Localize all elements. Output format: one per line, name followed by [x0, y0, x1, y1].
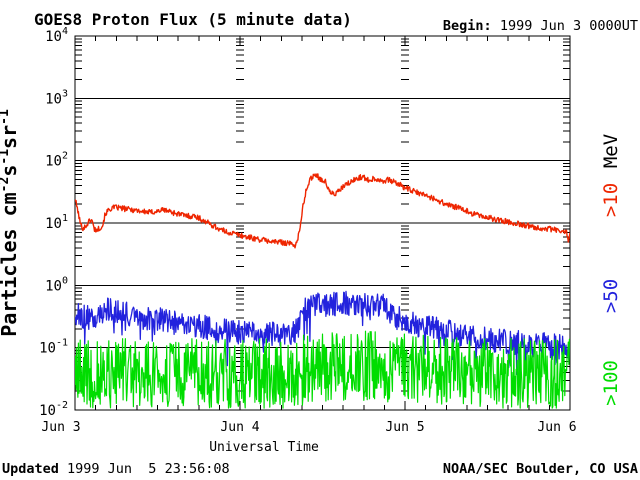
updated-label-value: 1999 Jun 5 23:56:08	[59, 461, 230, 477]
x-axis-title: Universal Time	[209, 440, 319, 455]
updated-label-prefix: Updated	[2, 461, 59, 477]
y-axis-title: Particles cm-2s-1sr-1	[0, 109, 21, 337]
legend-label-10: >10	[600, 183, 622, 217]
y-tick-label: 103	[45, 88, 68, 107]
legend-label-100: >100	[600, 360, 622, 406]
credit-label: NOAA/SEC Boulder, CO USA	[443, 461, 638, 477]
x-tick-label: Jun 3	[41, 420, 80, 435]
x-tick-label: Jun 4	[220, 420, 259, 435]
x-tick-label: Jun 5	[385, 420, 424, 435]
series-line-100mev	[75, 330, 570, 409]
y-tick-label: 100	[45, 275, 68, 294]
plot-border	[74, 35, 571, 411]
series-line-10mev	[75, 173, 570, 249]
series-line-50mev	[75, 290, 570, 376]
legend-label-50: >50	[600, 279, 622, 313]
y-tick-label: 101	[45, 213, 68, 232]
x-tick-label: Jun 6	[537, 420, 576, 435]
updated-label: Updated 1999 Jun 5 23:56:08	[2, 461, 230, 477]
y-tick-label: 10-1	[39, 338, 68, 357]
legend-label-mev: MeV	[600, 134, 622, 168]
series-group	[75, 173, 570, 409]
y-tick-label: 102	[45, 151, 68, 170]
begin-label: Begin: 1999 Jun 3 0000UT	[443, 18, 638, 34]
chart-title: GOES8 Proton Flux (5 minute data)	[34, 10, 352, 29]
begin-label-prefix: Begin:	[443, 18, 492, 34]
y-tick-label: 10-2	[39, 400, 68, 419]
begin-label-value: 1999 Jun 3 0000UT	[492, 18, 638, 34]
y-tick-label: 104	[45, 26, 68, 45]
